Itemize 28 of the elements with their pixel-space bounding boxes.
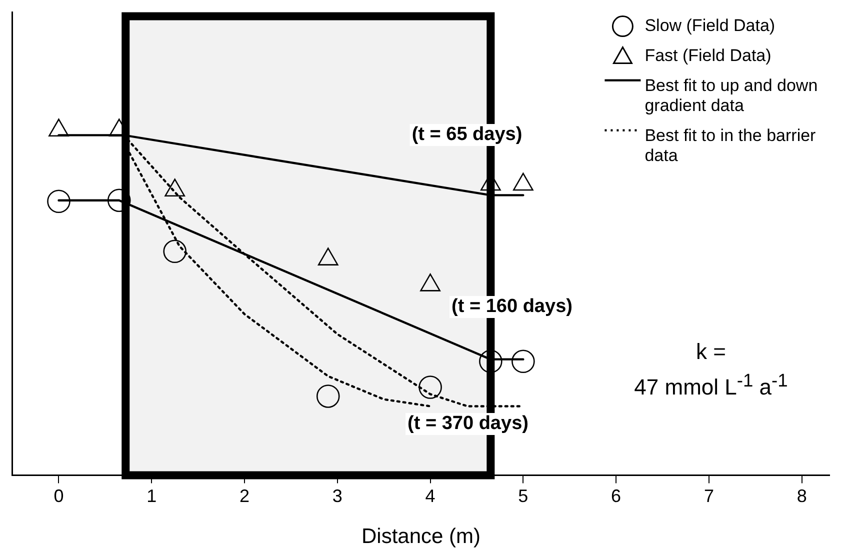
x-tick-label: 1 [146,486,157,506]
x-axis-title: Distance (m) [361,525,481,548]
x-tick-label: 6 [611,486,622,506]
point [420,274,440,292]
x-tick-label: 0 [54,486,64,506]
x-tick-label: 2 [240,486,250,506]
point [479,350,502,374]
annotation: (t = 65 days) [410,124,524,146]
annotation: k = [696,339,726,365]
annotation: (t = 160 days) [450,296,574,318]
point [48,118,69,136]
x-tick-label: 7 [704,486,714,506]
point [316,384,340,408]
legend-label: Slow (Field Data) [644,16,776,35]
x-tick-label: 8 [796,486,807,506]
legend-label: Fast (Field Data) [644,46,772,65]
point [512,350,535,374]
x-tick-label: 4 [425,486,436,506]
point [318,248,338,266]
point [513,172,534,191]
legend-label: Best fit to up and down gradient data [644,76,818,115]
point [164,178,186,196]
legend-label: Best fit to in the barrier data [644,126,816,165]
x-tick-label: 5 [518,486,528,506]
point [418,376,442,399]
annotation: 47 mmol L$^{-1}$ a$^{-1}$ [634,369,788,401]
annotation: (t = 370 days) [406,413,530,435]
x-tick-label: 3 [332,486,342,506]
